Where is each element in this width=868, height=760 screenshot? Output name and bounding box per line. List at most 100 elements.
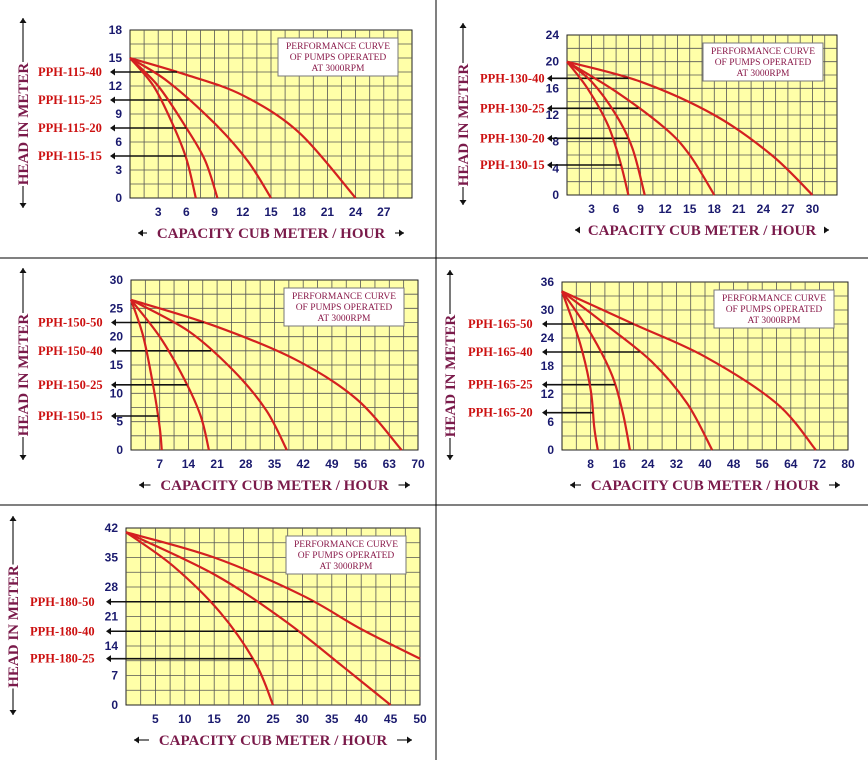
x-tick-label: 9 [211, 205, 218, 219]
x-axis-title: CAPACITY CUB METER / HOUR [588, 223, 817, 239]
pointer-arrowhead [110, 68, 115, 76]
performance-curve [566, 60, 716, 196]
y-axis-arrowhead-up [19, 268, 27, 273]
performance-note-line: AT 3000RPM [737, 69, 790, 79]
performance-note-line: AT 3000RPM [748, 316, 801, 326]
performance-note-line: PERFORMANCE CURVE [286, 42, 390, 52]
x-tick-label: 56 [756, 457, 770, 471]
model-label: PPH-150-40 [38, 344, 103, 358]
x-tick-label: 80 [841, 457, 855, 471]
performance-note-line: OF PUMPS OPERATED [296, 303, 393, 313]
x-tick-label: 30 [296, 712, 310, 726]
pointer-arrowhead [110, 96, 115, 104]
x-axis-title: CAPACITY CUB METER / HOUR [159, 733, 388, 749]
y-axis-arrowhead-up [459, 23, 467, 28]
pointer-arrowhead [110, 124, 115, 132]
model-label: PPH-115-25 [38, 93, 102, 107]
performance-curve [561, 290, 714, 451]
x-tick-label: 28 [239, 457, 253, 471]
performance-note-box [702, 42, 824, 82]
performance-curve [129, 299, 163, 451]
performance-note-box [283, 287, 405, 327]
x-tick-label: 6 [613, 202, 620, 216]
y-axis-arrowhead-down [19, 455, 27, 460]
y-axis-arrowhead-down [9, 710, 17, 715]
x-tick-label: 63 [383, 457, 397, 471]
y-tick-label: 24 [546, 28, 560, 42]
x-axis-arrowhead-right [835, 481, 840, 489]
y-tick-label: 10 [110, 386, 124, 400]
model-label: PPH-165-20 [468, 406, 533, 420]
performance-note-line: OF PUMPS OPERATED [715, 58, 812, 68]
chart-panels: 3 6 9 12 15 18 21 24 270369121518PPH-115-40PPH-1… [6, 18, 855, 749]
pointer-arrowhead [111, 347, 116, 355]
x-tick-label: 5 [152, 712, 159, 726]
performance-curve [129, 57, 272, 199]
model-label: PPH-130-40 [480, 71, 545, 85]
performance-note-box [285, 535, 407, 575]
performance-curve [130, 298, 288, 451]
y-tick-label: 21 [105, 610, 119, 624]
model-label: PPH-150-15 [38, 409, 103, 423]
performance-note-box [277, 37, 399, 77]
x-tick-label: 32 [670, 457, 684, 471]
model-label: PPH-130-15 [480, 158, 545, 172]
y-axis-title: HEAD IN METER [16, 63, 32, 186]
performance-note-line: PERFORMANCE CURVE [292, 292, 396, 302]
pointer-arrowhead [106, 598, 111, 606]
model-label: PPH-115-20 [38, 121, 102, 135]
y-axis-title: HEAD IN METER [16, 314, 32, 437]
model-label: PPH-115-15 [38, 149, 102, 163]
performance-curve [561, 290, 632, 451]
pointer-arrowhead [542, 409, 547, 417]
performance-note-line: OF PUMPS OPERATED [298, 551, 395, 561]
y-tick-label: 42 [105, 521, 119, 535]
pointer-arrowhead [542, 348, 547, 356]
y-tick-label: 0 [552, 188, 559, 202]
performance-curve [130, 299, 210, 451]
y-tick-label: 30 [110, 273, 124, 287]
y-axis-arrowhead-up [9, 516, 17, 521]
x-tick-label: 3 [155, 205, 162, 219]
performance-curve [130, 298, 403, 451]
performance-note-line: AT 3000RPM [320, 562, 373, 572]
y-tick-label: 14 [105, 639, 119, 653]
x-tick-label: 72 [813, 457, 827, 471]
x-axis-title: CAPACITY CUB METER / HOUR [157, 226, 386, 242]
x-axis-arrowhead-left [138, 229, 143, 237]
chart-panel-4: 8 16 24 32 40 48 56 64 72 80 0 6 12 18 24 30 36 PPH-165-5… [443, 270, 855, 494]
pointer-arrowhead [547, 161, 552, 169]
x-tick-label: 40 [698, 457, 712, 471]
performance-note-line: OF PUMPS OPERATED [726, 305, 823, 315]
y-tick-label: 0 [111, 698, 118, 712]
performance-curve [566, 60, 814, 196]
pointer-arrowhead [547, 104, 552, 112]
model-label: PPH-180-50 [30, 595, 95, 609]
x-tick-label: 64 [784, 457, 798, 471]
y-tick-label: 12 [109, 79, 123, 93]
x-tick-label: 48 [727, 457, 741, 471]
y-axis-arrowhead-down [459, 200, 467, 205]
y-tick-label: 3 [115, 163, 122, 177]
model-label: PPH-165-50 [468, 317, 533, 331]
x-tick-label: 18 [708, 202, 722, 216]
y-tick-label: 20 [546, 55, 560, 69]
x-tick-label: 12 [236, 205, 250, 219]
y-axis-title: HEAD IN METER [443, 315, 459, 438]
x-tick-label: 49 [325, 457, 339, 471]
pointer-arrowhead [106, 627, 111, 635]
x-tick-label: 27 [781, 202, 795, 216]
chart-panel-5: 5 10 15 20 25 30 35 40 45 50 0 7 14 21 28 35 42 PPH-180-5… [6, 516, 427, 749]
x-tick-label: 25 [266, 712, 280, 726]
x-tick-label: 16 [613, 457, 627, 471]
pointer-arrowhead [547, 74, 552, 82]
x-tick-label: 27 [377, 205, 391, 219]
x-tick-label: 15 [208, 712, 222, 726]
y-tick-label: 7 [111, 669, 118, 683]
x-tick-label: 14 [182, 457, 196, 471]
y-tick-label: 12 [546, 108, 560, 122]
chart-panel-3: 7 14 21 28 35 42 49 56 63 70 0 5 10 15 20 25 30 PPH-150-5… [16, 268, 425, 494]
y-axis-title: HEAD IN METER [6, 565, 22, 688]
y-axis-arrowhead-down [446, 455, 454, 460]
